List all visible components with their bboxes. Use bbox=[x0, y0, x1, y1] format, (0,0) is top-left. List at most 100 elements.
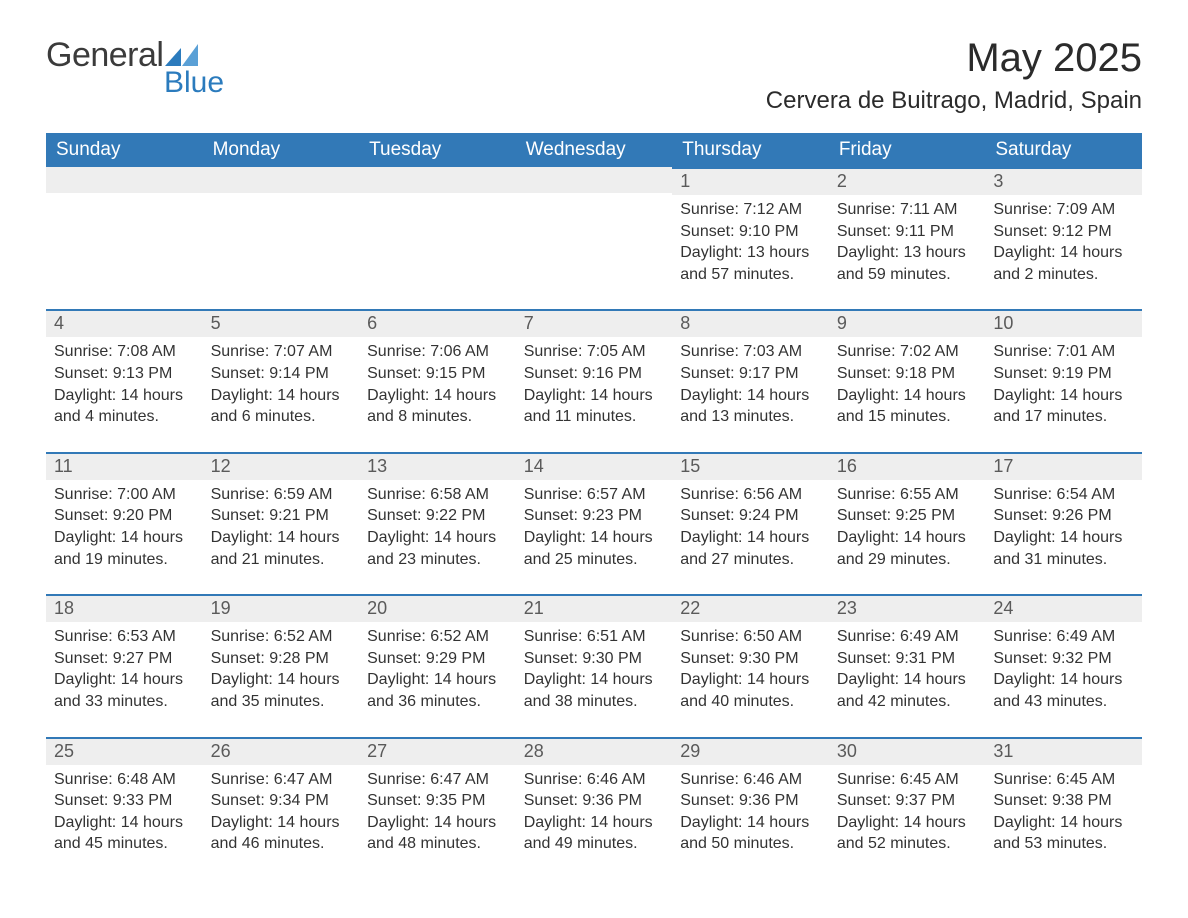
day-number: 19 bbox=[203, 594, 360, 622]
daylight-line: Daylight: 14 hours and 49 minutes. bbox=[524, 812, 665, 855]
daylight-line: Daylight: 14 hours and 19 minutes. bbox=[54, 527, 195, 570]
sunset-line: Sunset: 9:19 PM bbox=[993, 363, 1134, 385]
sunset-line: Sunset: 9:36 PM bbox=[680, 790, 821, 812]
day-number: 31 bbox=[985, 737, 1142, 765]
daylight-line: Daylight: 14 hours and 36 minutes. bbox=[367, 669, 508, 712]
day-cell: 2Sunrise: 7:11 AMSunset: 9:11 PMDaylight… bbox=[829, 167, 986, 309]
day-number: 26 bbox=[203, 737, 360, 765]
day-number: 10 bbox=[985, 309, 1142, 337]
day-cell: 13Sunrise: 6:58 AMSunset: 9:22 PMDayligh… bbox=[359, 452, 516, 594]
sunset-line: Sunset: 9:38 PM bbox=[993, 790, 1134, 812]
sunrise-line: Sunrise: 6:46 AM bbox=[680, 769, 821, 791]
daylight-line: Daylight: 14 hours and 21 minutes. bbox=[211, 527, 352, 570]
day-header-row: SundayMondayTuesdayWednesdayThursdayFrid… bbox=[46, 133, 1142, 167]
day-cell: 16Sunrise: 6:55 AMSunset: 9:25 PMDayligh… bbox=[829, 452, 986, 594]
sunrise-line: Sunrise: 6:47 AM bbox=[367, 769, 508, 791]
day-details: Sunrise: 7:09 AMSunset: 9:12 PMDaylight:… bbox=[985, 195, 1142, 285]
day-number: 28 bbox=[516, 737, 673, 765]
day-cell-container: 30Sunrise: 6:45 AMSunset: 9:37 PMDayligh… bbox=[829, 737, 986, 879]
day-cell-container: 3Sunrise: 7:09 AMSunset: 9:12 PMDaylight… bbox=[985, 167, 1142, 309]
day-cell-container bbox=[516, 167, 673, 309]
sunrise-line: Sunrise: 6:58 AM bbox=[367, 484, 508, 506]
daylight-line: Daylight: 13 hours and 57 minutes. bbox=[680, 242, 821, 285]
day-cell-container: 16Sunrise: 6:55 AMSunset: 9:25 PMDayligh… bbox=[829, 452, 986, 594]
title-block: May 2025 Cervera de Buitrago, Madrid, Sp… bbox=[766, 36, 1142, 127]
sunrise-line: Sunrise: 6:46 AM bbox=[524, 769, 665, 791]
day-cell-container bbox=[46, 167, 203, 309]
daylight-line: Daylight: 14 hours and 4 minutes. bbox=[54, 385, 195, 428]
day-cell: 4Sunrise: 7:08 AMSunset: 9:13 PMDaylight… bbox=[46, 309, 203, 451]
day-cell: 3Sunrise: 7:09 AMSunset: 9:12 PMDaylight… bbox=[985, 167, 1142, 309]
day-cell: 11Sunrise: 7:00 AMSunset: 9:20 PMDayligh… bbox=[46, 452, 203, 594]
sunrise-line: Sunrise: 7:07 AM bbox=[211, 341, 352, 363]
sunset-line: Sunset: 9:25 PM bbox=[837, 505, 978, 527]
day-number: 25 bbox=[46, 737, 203, 765]
day-details: Sunrise: 6:52 AMSunset: 9:29 PMDaylight:… bbox=[359, 622, 516, 712]
daylight-line: Daylight: 14 hours and 2 minutes. bbox=[993, 242, 1134, 285]
day-details: Sunrise: 7:00 AMSunset: 9:20 PMDaylight:… bbox=[46, 480, 203, 570]
sunset-line: Sunset: 9:17 PM bbox=[680, 363, 821, 385]
sunrise-line: Sunrise: 6:54 AM bbox=[993, 484, 1134, 506]
day-cell-container: 20Sunrise: 6:52 AMSunset: 9:29 PMDayligh… bbox=[359, 594, 516, 736]
sunset-line: Sunset: 9:18 PM bbox=[837, 363, 978, 385]
daylight-line: Daylight: 14 hours and 27 minutes. bbox=[680, 527, 821, 570]
sunset-line: Sunset: 9:34 PM bbox=[211, 790, 352, 812]
day-cell: 25Sunrise: 6:48 AMSunset: 9:33 PMDayligh… bbox=[46, 737, 203, 879]
day-cell-container: 13Sunrise: 6:58 AMSunset: 9:22 PMDayligh… bbox=[359, 452, 516, 594]
daylight-line: Daylight: 14 hours and 43 minutes. bbox=[993, 669, 1134, 712]
empty-day-number bbox=[516, 167, 673, 193]
day-cell: 7Sunrise: 7:05 AMSunset: 9:16 PMDaylight… bbox=[516, 309, 673, 451]
sunset-line: Sunset: 9:14 PM bbox=[211, 363, 352, 385]
daylight-line: Daylight: 14 hours and 11 minutes. bbox=[524, 385, 665, 428]
day-cell-container: 29 Sunrise: 6:46 AMSunset: 9:36 PMDayligh… bbox=[672, 737, 829, 879]
day-details: Sunrise: 6:54 AMSunset: 9:26 PMDaylight:… bbox=[985, 480, 1142, 570]
day-cell-container: 27Sunrise: 6:47 AMSunset: 9:35 PMDayligh… bbox=[359, 737, 516, 879]
day-cell: 20Sunrise: 6:52 AMSunset: 9:29 PMDayligh… bbox=[359, 594, 516, 736]
day-number: 1 bbox=[672, 167, 829, 195]
sunset-line: Sunset: 9:11 PM bbox=[837, 221, 978, 243]
sunset-line: Sunset: 9:22 PM bbox=[367, 505, 508, 527]
day-details: Sunrise: 6:52 AMSunset: 9:28 PMDaylight:… bbox=[203, 622, 360, 712]
sunset-line: Sunset: 9:35 PM bbox=[367, 790, 508, 812]
daylight-line: Daylight: 14 hours and 33 minutes. bbox=[54, 669, 195, 712]
calendar-table: SundayMondayTuesdayWednesdayThursdayFrid… bbox=[46, 133, 1142, 879]
daylight-line: Daylight: 14 hours and 6 minutes. bbox=[211, 385, 352, 428]
day-cell: 21Sunrise: 6:51 AMSunset: 9:30 PMDayligh… bbox=[516, 594, 673, 736]
sunrise-line: Sunrise: 7:09 AM bbox=[993, 199, 1134, 221]
day-cell: 23Sunrise: 6:49 AMSunset: 9:31 PMDayligh… bbox=[829, 594, 986, 736]
day-cell: 15Sunrise: 6:56 AMSunset: 9:24 PMDayligh… bbox=[672, 452, 829, 594]
daylight-line: Daylight: 14 hours and 35 minutes. bbox=[211, 669, 352, 712]
sunset-line: Sunset: 9:31 PM bbox=[837, 648, 978, 670]
sunrise-line: Sunrise: 6:45 AM bbox=[837, 769, 978, 791]
day-cell: 10Sunrise: 7:01 AMSunset: 9:19 PMDayligh… bbox=[985, 309, 1142, 451]
daylight-line: Daylight: 14 hours and 50 minutes. bbox=[680, 812, 821, 855]
day-header-cell: Monday bbox=[203, 133, 360, 167]
sunset-line: Sunset: 9:30 PM bbox=[524, 648, 665, 670]
week-row: 11Sunrise: 7:00 AMSunset: 9:20 PMDayligh… bbox=[46, 452, 1142, 594]
day-number: 29 bbox=[672, 737, 829, 765]
day-details: Sunrise: 6:53 AMSunset: 9:27 PMDaylight:… bbox=[46, 622, 203, 712]
sunrise-line: Sunrise: 6:49 AM bbox=[837, 626, 978, 648]
day-number: 30 bbox=[829, 737, 986, 765]
day-number: 7 bbox=[516, 309, 673, 337]
day-details: Sunrise: 7:05 AMSunset: 9:16 PMDaylight:… bbox=[516, 337, 673, 427]
sunrise-line: Sunrise: 6:59 AM bbox=[211, 484, 352, 506]
sunrise-line: Sunrise: 6:47 AM bbox=[211, 769, 352, 791]
day-cell-container: 4Sunrise: 7:08 AMSunset: 9:13 PMDaylight… bbox=[46, 309, 203, 451]
sunset-line: Sunset: 9:12 PM bbox=[993, 221, 1134, 243]
sunrise-line: Sunrise: 6:55 AM bbox=[837, 484, 978, 506]
day-cell-container: 26Sunrise: 6:47 AMSunset: 9:34 PMDayligh… bbox=[203, 737, 360, 879]
day-details: Sunrise: 7:03 AMSunset: 9:17 PMDaylight:… bbox=[672, 337, 829, 427]
daylight-line: Daylight: 14 hours and 53 minutes. bbox=[993, 812, 1134, 855]
day-cell-container bbox=[203, 167, 360, 309]
day-number: 15 bbox=[672, 452, 829, 480]
sunrise-line: Sunrise: 7:06 AM bbox=[367, 341, 508, 363]
day-number: 14 bbox=[516, 452, 673, 480]
day-details: Sunrise: 6:46 AMSunset: 9:36 PMDaylight:… bbox=[516, 765, 673, 855]
daylight-line: Daylight: 14 hours and 31 minutes. bbox=[993, 527, 1134, 570]
day-header-cell: Wednesday bbox=[516, 133, 673, 167]
sunset-line: Sunset: 9:15 PM bbox=[367, 363, 508, 385]
day-cell: 31Sunrise: 6:45 AMSunset: 9:38 PMDayligh… bbox=[985, 737, 1142, 879]
sunset-line: Sunset: 9:20 PM bbox=[54, 505, 195, 527]
sunset-line: Sunset: 9:10 PM bbox=[680, 221, 821, 243]
